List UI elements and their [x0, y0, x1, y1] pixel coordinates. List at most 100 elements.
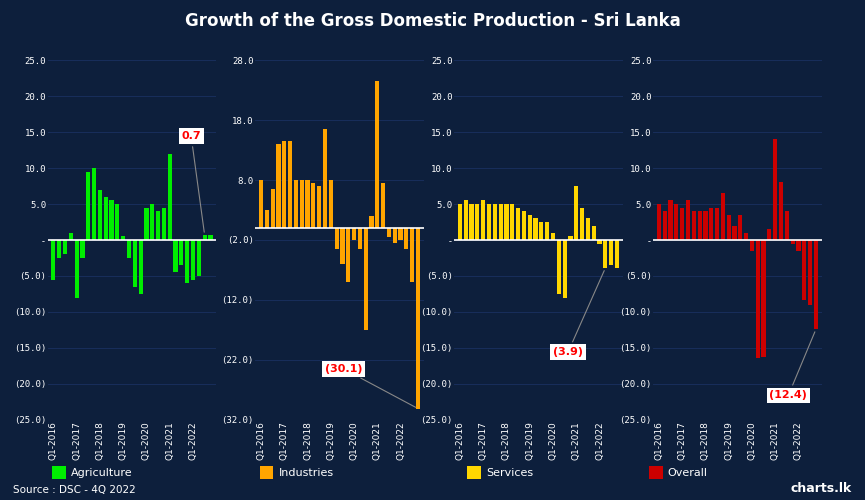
Bar — [144, 208, 149, 240]
Bar — [110, 200, 113, 240]
Bar — [692, 211, 695, 240]
Bar — [208, 235, 213, 240]
Bar — [121, 236, 125, 240]
Bar — [562, 240, 567, 298]
Bar — [335, 228, 339, 249]
Bar — [381, 183, 385, 228]
Bar — [174, 240, 177, 272]
Bar — [738, 215, 742, 240]
Bar — [138, 240, 143, 294]
Bar — [703, 211, 708, 240]
Bar — [80, 240, 85, 258]
Bar — [715, 208, 719, 240]
Bar — [156, 211, 160, 240]
Bar — [814, 240, 818, 330]
Bar — [98, 190, 102, 240]
Bar — [86, 172, 90, 240]
Bar — [481, 200, 485, 240]
Bar — [773, 139, 778, 240]
Bar — [288, 141, 292, 228]
Bar — [132, 240, 137, 287]
Bar — [375, 81, 380, 228]
Bar — [404, 228, 408, 249]
Bar — [516, 208, 520, 240]
Bar — [785, 211, 789, 240]
Bar — [317, 186, 321, 228]
Bar — [458, 204, 462, 240]
Bar — [399, 228, 403, 240]
Bar — [305, 180, 310, 228]
Bar — [598, 240, 602, 244]
Bar — [522, 211, 526, 240]
Bar — [791, 240, 795, 244]
Bar — [259, 180, 263, 228]
Bar — [733, 226, 737, 240]
Bar — [697, 211, 702, 240]
Bar — [68, 233, 73, 240]
Bar — [168, 154, 172, 240]
Bar — [329, 180, 333, 228]
Text: Growth of the Gross Domestic Production - Sri Lanka: Growth of the Gross Domestic Production … — [184, 12, 681, 30]
Bar — [294, 180, 298, 228]
Bar — [603, 240, 607, 268]
Bar — [282, 141, 286, 228]
Bar — [127, 240, 131, 258]
Bar — [761, 240, 766, 358]
Bar — [663, 211, 667, 240]
Bar — [387, 228, 391, 237]
Bar — [179, 240, 183, 265]
Bar — [162, 208, 166, 240]
Bar — [464, 200, 468, 240]
Bar — [686, 200, 690, 240]
Bar — [311, 183, 316, 228]
Text: Source : DSC - 4Q 2022: Source : DSC - 4Q 2022 — [13, 485, 136, 495]
Bar — [727, 215, 731, 240]
Bar — [151, 204, 154, 240]
Bar — [669, 200, 673, 240]
Bar — [568, 236, 573, 240]
Bar — [808, 240, 812, 305]
Text: Industries: Industries — [279, 468, 334, 477]
Text: (3.9): (3.9) — [553, 270, 605, 357]
Bar — [265, 210, 269, 228]
Bar — [92, 168, 96, 240]
Bar — [74, 240, 79, 298]
Text: 0.7: 0.7 — [182, 131, 204, 232]
Bar — [104, 197, 108, 240]
Bar — [363, 228, 368, 330]
Bar — [358, 228, 362, 249]
Bar — [271, 189, 275, 228]
Bar — [346, 228, 350, 282]
Bar — [352, 228, 356, 240]
Bar — [57, 240, 61, 258]
Bar — [545, 222, 549, 240]
Bar — [510, 204, 515, 240]
Bar — [802, 240, 806, 300]
Bar — [539, 222, 543, 240]
Bar — [586, 218, 590, 240]
Bar — [680, 208, 684, 240]
Bar — [580, 208, 584, 240]
Bar — [615, 240, 619, 268]
Bar — [299, 180, 304, 228]
Bar — [493, 204, 497, 240]
Bar — [674, 204, 678, 240]
Bar — [369, 216, 374, 228]
Bar — [534, 218, 538, 240]
Bar — [393, 228, 397, 243]
Bar — [185, 240, 189, 283]
Bar — [487, 204, 491, 240]
Bar — [498, 204, 503, 240]
Text: Services: Services — [486, 468, 533, 477]
Bar — [721, 193, 725, 240]
Bar — [779, 182, 783, 240]
Bar — [276, 144, 280, 228]
Bar — [797, 240, 801, 251]
Text: (12.4): (12.4) — [769, 332, 815, 400]
Bar — [470, 204, 474, 240]
Bar — [475, 204, 479, 240]
Bar — [528, 215, 532, 240]
Bar — [196, 240, 201, 276]
Bar — [63, 240, 67, 254]
Bar — [416, 228, 420, 408]
